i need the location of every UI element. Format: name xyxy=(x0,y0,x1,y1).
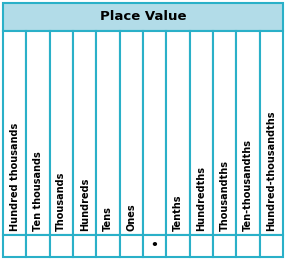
Bar xyxy=(236,235,260,257)
Text: Ten thousands: Ten thousands xyxy=(33,151,43,231)
Bar xyxy=(3,31,26,235)
Bar xyxy=(3,3,283,31)
Bar xyxy=(190,235,213,257)
Bar xyxy=(50,31,73,235)
Bar xyxy=(96,235,120,257)
Bar xyxy=(143,235,166,257)
Text: Hundreds: Hundreds xyxy=(80,178,90,231)
Bar xyxy=(236,31,260,235)
Bar xyxy=(26,235,50,257)
Bar xyxy=(96,31,120,235)
Bar xyxy=(213,31,236,235)
Text: Ones: Ones xyxy=(126,203,136,231)
Bar xyxy=(120,31,143,235)
Bar xyxy=(3,235,26,257)
Bar xyxy=(260,31,283,235)
Bar xyxy=(166,235,190,257)
Text: •: • xyxy=(151,239,159,252)
Bar xyxy=(26,31,50,235)
Text: Hundredths: Hundredths xyxy=(196,166,206,231)
Text: Hundred thousands: Hundred thousands xyxy=(10,123,20,231)
Bar xyxy=(190,31,213,235)
Text: Ten-thousandths: Ten-thousandths xyxy=(243,139,253,231)
Text: Thousandths: Thousandths xyxy=(220,160,230,231)
Bar xyxy=(120,235,143,257)
Bar xyxy=(260,235,283,257)
Text: Tenths: Tenths xyxy=(173,194,183,231)
Text: Tens: Tens xyxy=(103,206,113,231)
Bar xyxy=(73,235,96,257)
Bar xyxy=(73,31,96,235)
Bar xyxy=(143,31,166,235)
Text: Place Value: Place Value xyxy=(100,10,186,23)
Bar xyxy=(166,31,190,235)
Bar xyxy=(50,235,73,257)
Text: Hundred-thousandths: Hundred-thousandths xyxy=(266,110,276,231)
Bar xyxy=(213,235,236,257)
Text: Thousands: Thousands xyxy=(56,172,66,231)
